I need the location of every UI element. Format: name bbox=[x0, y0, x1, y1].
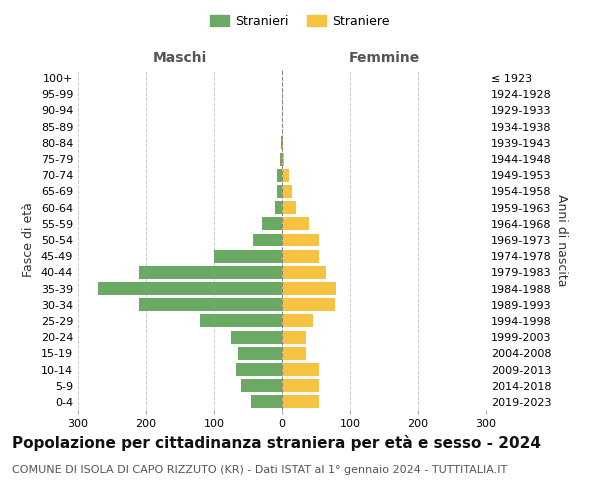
Bar bbox=[236, 363, 282, 376]
Bar bbox=[282, 136, 283, 149]
Bar bbox=[282, 347, 306, 360]
Y-axis label: Anni di nascita: Anni di nascita bbox=[555, 194, 568, 286]
Bar bbox=[277, 185, 282, 198]
Bar bbox=[282, 330, 306, 344]
Bar bbox=[251, 396, 282, 408]
Bar bbox=[282, 379, 319, 392]
Bar bbox=[262, 218, 282, 230]
Bar bbox=[241, 379, 282, 392]
Bar bbox=[98, 282, 282, 295]
Bar bbox=[214, 250, 282, 262]
Bar bbox=[231, 330, 282, 344]
Y-axis label: Fasce di età: Fasce di età bbox=[22, 202, 35, 278]
Bar bbox=[282, 363, 319, 376]
Bar bbox=[282, 314, 313, 328]
Bar bbox=[282, 396, 319, 408]
Bar bbox=[280, 152, 282, 166]
Bar bbox=[277, 169, 282, 181]
Bar bbox=[282, 152, 284, 166]
Bar bbox=[282, 282, 337, 295]
Bar bbox=[253, 234, 282, 246]
Bar bbox=[200, 314, 282, 328]
Bar bbox=[282, 185, 292, 198]
Text: Femmine: Femmine bbox=[349, 51, 419, 65]
Text: COMUNE DI ISOLA DI CAPO RIZZUTO (KR) - Dati ISTAT al 1° gennaio 2024 - TUTTITALI: COMUNE DI ISOLA DI CAPO RIZZUTO (KR) - D… bbox=[12, 465, 507, 475]
Bar bbox=[281, 136, 282, 149]
Bar bbox=[282, 218, 309, 230]
Bar bbox=[238, 347, 282, 360]
Legend: Stranieri, Straniere: Stranieri, Straniere bbox=[206, 11, 394, 32]
Bar bbox=[282, 298, 335, 311]
Text: Popolazione per cittadinanza straniera per età e sesso - 2024: Popolazione per cittadinanza straniera p… bbox=[12, 435, 541, 451]
Bar bbox=[282, 201, 296, 214]
Text: Maschi: Maschi bbox=[153, 51, 207, 65]
Bar bbox=[282, 234, 319, 246]
Bar bbox=[139, 298, 282, 311]
Bar bbox=[282, 250, 319, 262]
Bar bbox=[282, 169, 289, 181]
Bar bbox=[139, 266, 282, 279]
Bar bbox=[275, 201, 282, 214]
Bar bbox=[282, 266, 326, 279]
